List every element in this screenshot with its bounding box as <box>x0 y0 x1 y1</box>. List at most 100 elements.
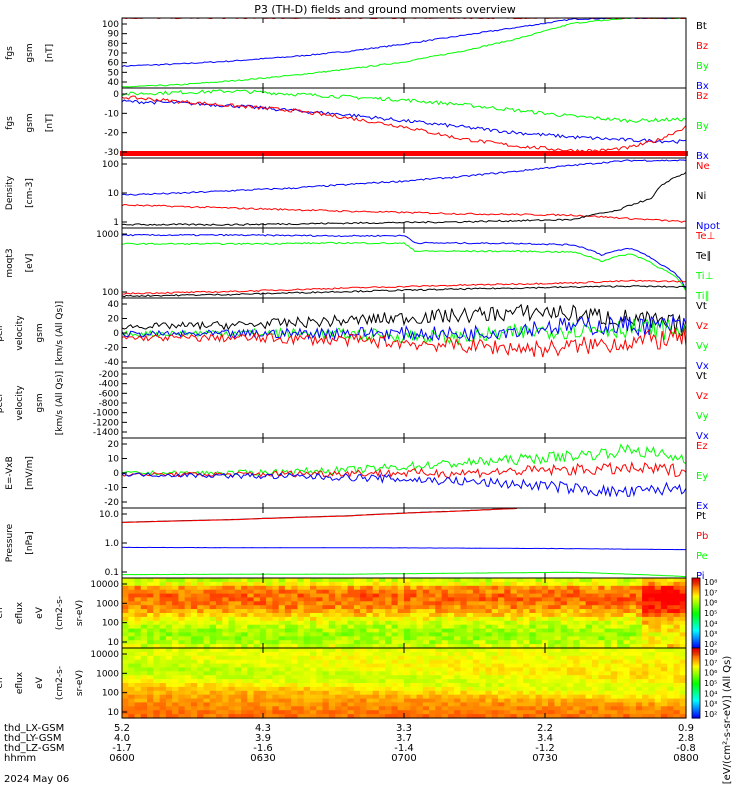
heatmap-cell <box>353 686 361 692</box>
heatmap-cell <box>660 659 668 665</box>
heatmap-cell <box>347 628 355 634</box>
heatmap-cell <box>122 613 129 618</box>
heatmap-cell <box>654 683 662 688</box>
heatmap-cell <box>485 651 493 657</box>
heatmap-cell <box>360 714 367 719</box>
heatmap-cell <box>491 636 499 641</box>
heatmap-cell <box>498 616 505 622</box>
heatmap-cell <box>529 628 537 634</box>
heatmap-cell <box>629 683 637 688</box>
heatmap-cell <box>635 620 643 626</box>
heatmap-cell <box>416 585 424 591</box>
heatmap-cell <box>209 624 217 630</box>
heatmap-cell <box>122 702 129 707</box>
heatmap-cell <box>592 675 599 680</box>
heatmap-cell <box>322 710 330 715</box>
heatmap-cell <box>472 597 480 602</box>
heatmap-cell <box>422 585 430 591</box>
heatmap-cell <box>441 671 449 676</box>
heatmap-cell <box>272 601 280 606</box>
heatmap-cell <box>510 640 518 645</box>
heatmap-cell <box>159 589 167 595</box>
heatmap-cell <box>385 694 393 700</box>
heatmap-cell <box>660 589 668 595</box>
heatmap-cell <box>153 597 161 602</box>
heatmap-cell <box>441 616 449 622</box>
heatmap-cell <box>516 581 524 587</box>
heatmap-cell <box>241 651 248 657</box>
heatmap-cell <box>516 601 524 606</box>
heatmap-cell <box>410 628 418 634</box>
heatmap-cell <box>134 651 142 657</box>
heatmap-cell <box>253 601 261 606</box>
heatmap-cell <box>585 581 593 587</box>
heatmap-cell <box>454 714 461 719</box>
heatmap-cell <box>222 578 230 583</box>
heatmap-cell <box>510 667 518 672</box>
colorbar-step <box>692 614 700 618</box>
heatmap-cell <box>140 585 148 591</box>
heatmap-cell <box>410 620 418 626</box>
heatmap-cell <box>234 593 242 599</box>
colorbar-step <box>692 637 700 640</box>
heatmap-cell <box>510 706 518 711</box>
heatmap-cell <box>472 667 480 672</box>
heatmap-cell <box>360 597 367 602</box>
y-axis-label-line: gsm <box>25 43 35 62</box>
heatmap-cell <box>485 663 493 669</box>
heatmap-cell <box>253 698 261 704</box>
heatmap-cell <box>660 675 668 680</box>
heatmap-cell <box>629 679 637 684</box>
heatmap-cell <box>266 609 273 614</box>
heatmap-cell <box>322 659 330 665</box>
heatmap-cell <box>347 651 355 657</box>
heatmap-cell <box>629 655 637 661</box>
heatmap-cell <box>391 714 399 719</box>
heatmap-cell <box>310 698 317 704</box>
heatmap-cell <box>498 597 505 602</box>
heatmap-cell <box>523 593 530 599</box>
heatmap-cell <box>566 675 574 680</box>
heatmap-cell <box>172 628 179 634</box>
heatmap-cell <box>203 601 211 606</box>
heatmap-cell <box>259 581 267 587</box>
heatmap-cell <box>322 667 330 672</box>
heatmap-cell <box>635 679 643 684</box>
heatmap-cell <box>642 620 649 626</box>
heatmap-cell <box>667 671 675 676</box>
heatmap-cell <box>579 686 587 692</box>
heatmap-cell <box>216 683 223 688</box>
heatmap-cell <box>310 651 317 657</box>
heatmap-cell <box>328 585 336 591</box>
heatmap-cell <box>629 648 637 653</box>
heatmap-cell <box>435 667 443 672</box>
heatmap-cell <box>178 632 186 637</box>
heatmap-cell <box>341 659 349 665</box>
heatmap-cell <box>253 679 261 684</box>
heatmap-cell <box>241 644 248 649</box>
heatmap-cell <box>372 694 380 700</box>
heatmap-cell <box>504 648 512 653</box>
heatmap-cell <box>623 628 631 634</box>
heatmap-cell <box>454 605 461 610</box>
heatmap-cell <box>372 648 380 653</box>
heatmap-cell <box>391 578 399 583</box>
heatmap-cell <box>460 644 468 649</box>
heatmap-cell <box>566 706 574 711</box>
heatmap-cell <box>153 640 161 645</box>
heatmap-cell <box>529 589 537 595</box>
heatmap-cell <box>623 601 631 606</box>
heatmap-cell <box>360 698 367 704</box>
colorbar-step <box>692 581 700 584</box>
heatmap-cell <box>360 624 367 630</box>
heatmap-cell <box>297 605 305 610</box>
heatmap-cell <box>335 679 342 684</box>
heatmap-cell <box>247 620 255 626</box>
heatmap-cell <box>372 675 380 680</box>
heatmap-cell <box>429 686 436 692</box>
heatmap-cell <box>422 690 430 696</box>
heatmap-cell <box>397 620 405 626</box>
heatmap-cell <box>284 671 292 676</box>
heatmap-cell <box>310 616 317 622</box>
heatmap-cell <box>441 655 449 661</box>
